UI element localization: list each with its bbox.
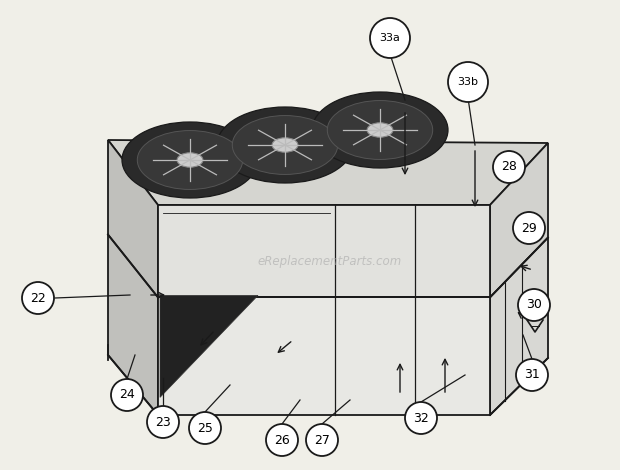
Text: 27: 27 [314, 433, 330, 446]
Ellipse shape [232, 116, 338, 174]
Polygon shape [160, 296, 258, 398]
Text: 26: 26 [274, 433, 290, 446]
Ellipse shape [327, 101, 433, 159]
Polygon shape [490, 238, 548, 415]
Circle shape [147, 406, 179, 438]
Circle shape [513, 212, 545, 244]
Circle shape [306, 424, 338, 456]
Circle shape [370, 18, 410, 58]
Polygon shape [158, 205, 490, 298]
Circle shape [405, 402, 437, 434]
Circle shape [189, 412, 221, 444]
Text: 24: 24 [119, 389, 135, 401]
Polygon shape [108, 140, 158, 415]
Circle shape [516, 359, 548, 391]
Ellipse shape [367, 123, 393, 137]
Text: 25: 25 [197, 422, 213, 434]
Text: 31: 31 [524, 368, 540, 382]
Text: eReplacementParts.com: eReplacementParts.com [258, 256, 402, 268]
Polygon shape [490, 143, 548, 298]
Ellipse shape [177, 153, 203, 167]
Text: 22: 22 [30, 291, 46, 305]
Text: 33a: 33a [379, 33, 401, 43]
Text: 33b: 33b [458, 77, 479, 87]
Circle shape [266, 424, 298, 456]
Ellipse shape [137, 131, 242, 189]
Circle shape [111, 379, 143, 411]
Text: 30: 30 [526, 298, 542, 312]
Polygon shape [108, 140, 548, 205]
Ellipse shape [272, 138, 298, 152]
Text: 32: 32 [413, 412, 429, 424]
Text: 29: 29 [521, 221, 537, 235]
Circle shape [22, 282, 54, 314]
Text: 23: 23 [155, 415, 171, 429]
Circle shape [448, 62, 488, 102]
Circle shape [493, 151, 525, 183]
Ellipse shape [122, 122, 258, 198]
Polygon shape [158, 298, 490, 415]
Ellipse shape [312, 92, 448, 168]
Text: 28: 28 [501, 160, 517, 173]
Circle shape [518, 289, 550, 321]
Ellipse shape [217, 107, 353, 183]
